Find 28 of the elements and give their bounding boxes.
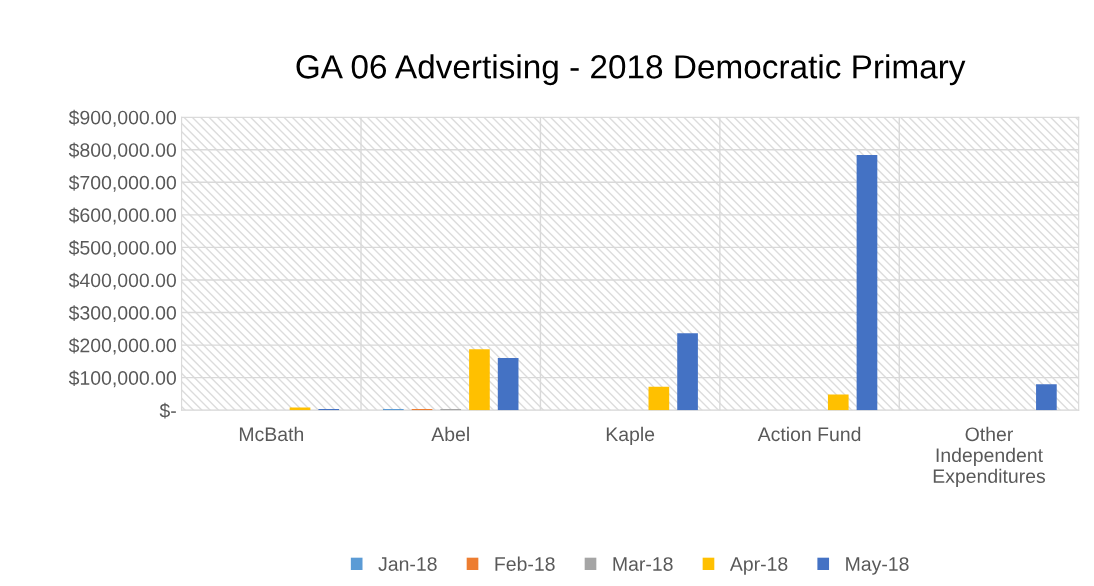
y-tick-label: $700,000.00 (68, 174, 176, 192)
legend-label: Jan-18 (378, 557, 437, 571)
legend-label: Mar-18 (613, 557, 673, 571)
x-tick-label: Abel (431, 426, 469, 442)
x-tick-label: McBath (239, 426, 304, 442)
x-tick-label: Other Independent Expenditures (933, 426, 1046, 487)
chart-title: GA 06 Advertising - 2018 Democratic Primary (296, 54, 966, 86)
x-tick-label: Kaple (606, 426, 655, 445)
bar (856, 154, 878, 411)
y-tick-label: $800,000.00 (68, 142, 176, 160)
bar (648, 386, 670, 411)
y-tick-label: $400,000.00 (68, 272, 176, 290)
y-tick-label: $200,000.00 (68, 337, 176, 355)
y-tick-label: $100,000.00 (68, 370, 176, 388)
bar (497, 358, 519, 411)
y-tick-label: $300,000.00 (68, 305, 176, 323)
bar (1036, 384, 1057, 411)
y-tick-label: $- (159, 402, 176, 419)
y-tick-label: $900,000.00 (68, 109, 176, 127)
legend-label: May-18 (846, 557, 909, 575)
bar (469, 349, 490, 411)
y-tick-label: $600,000.00 (68, 207, 176, 225)
y-tick-label: $500,000.00 (68, 240, 176, 257)
x-tick-label: Action Fund (757, 426, 861, 442)
bar (677, 333, 698, 411)
bar (827, 394, 849, 411)
legend-label: Apr-18 (729, 557, 788, 575)
legend-label: Feb-18 (495, 556, 555, 571)
